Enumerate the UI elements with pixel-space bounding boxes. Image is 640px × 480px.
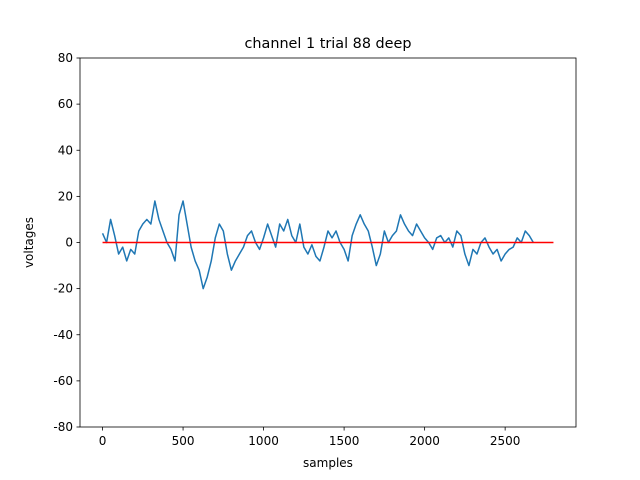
line-series [101,200,534,290]
x-tick-label: 1000 [248,434,279,448]
y-tick-label: 20 [58,189,73,203]
chart-title: channel 1 trial 88 deep [244,36,411,52]
y-tick-label: -60 [53,374,73,388]
x-axis-label: samples [303,456,353,470]
x-tick-label: 1500 [329,434,360,448]
y-tick-label: 80 [58,51,73,65]
x-tick-label: 2000 [409,434,440,448]
y-tick-label: -80 [53,420,73,434]
y-tick-label: 40 [58,143,73,157]
y-tick-label: -20 [53,282,73,296]
y-tick-label: 60 [58,97,73,111]
x-tick-label: 500 [172,434,195,448]
axes-frame [79,57,577,428]
y-tick-label: -40 [53,328,73,342]
x-tick-label: 0 [99,434,107,448]
y-tick-label: 0 [65,236,73,250]
x-tick-label: 2500 [490,434,521,448]
y-axis-label: voltages [22,217,36,268]
